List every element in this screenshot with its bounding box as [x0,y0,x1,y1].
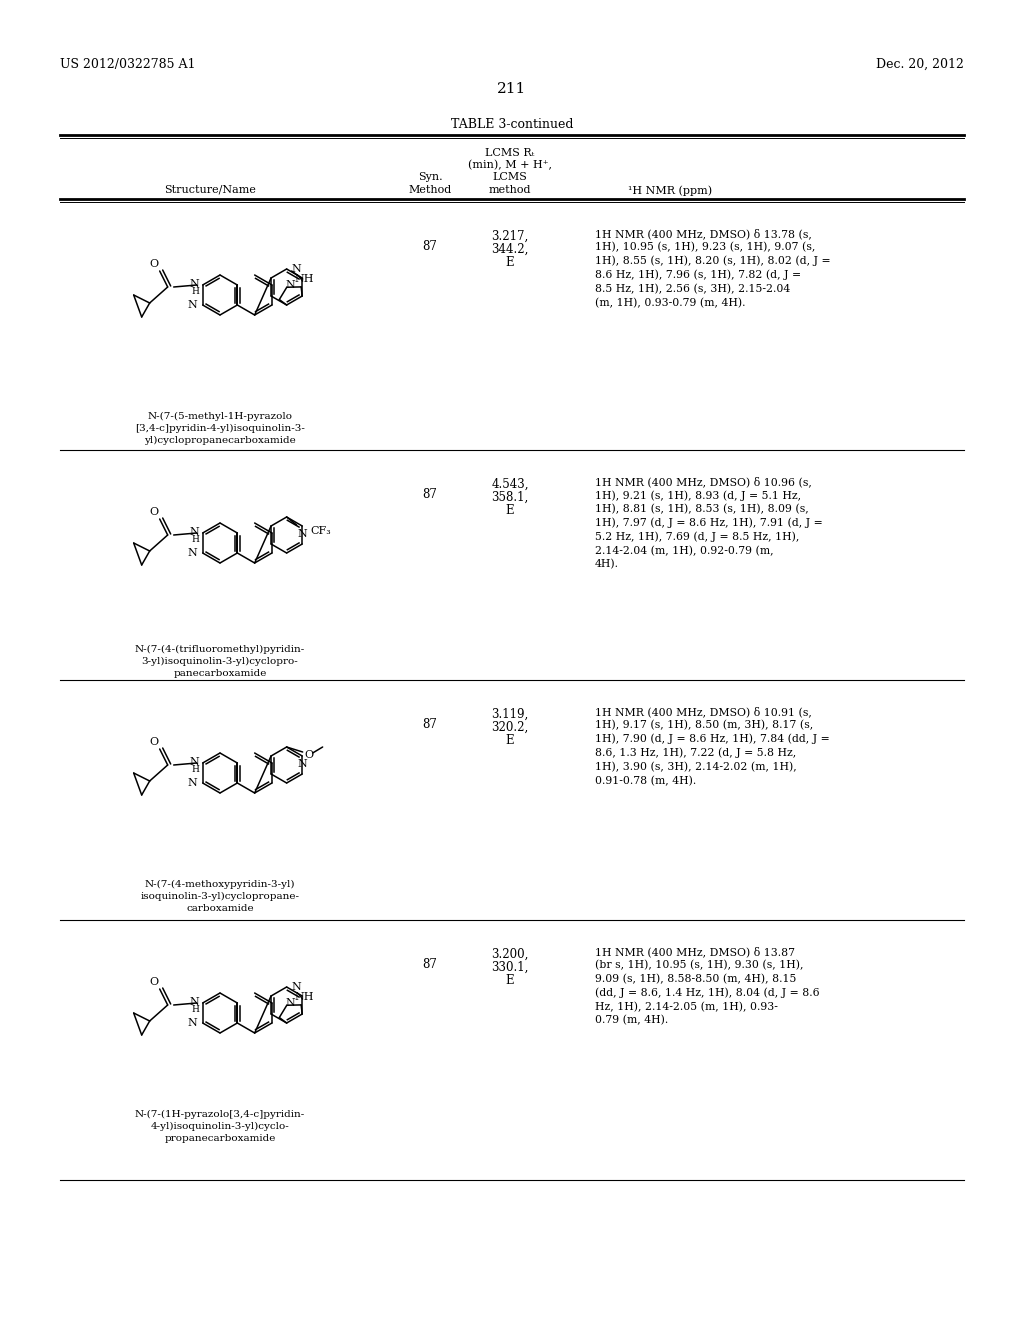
Text: N: N [286,998,295,1008]
Text: (min), M + H⁺,: (min), M + H⁺, [468,160,552,170]
Text: 4.543,: 4.543, [492,478,528,491]
Text: isoquinolin-3-yl)cyclopropane-: isoquinolin-3-yl)cyclopropane- [140,892,299,902]
Text: H: H [191,766,200,775]
Text: H: H [191,288,200,297]
Text: 211: 211 [498,82,526,96]
Text: 3.119,: 3.119, [492,708,528,721]
Text: N: N [188,1018,198,1028]
Text: Method: Method [409,185,452,195]
Text: 1H NMR (400 MHz, DMSO) δ 10.91 (s,
1H), 9.17 (s, 1H), 8.50 (m, 3H), 8.17 (s,
1H): 1H NMR (400 MHz, DMSO) δ 10.91 (s, 1H), … [595,706,829,785]
Text: US 2012/0322785 A1: US 2012/0322785 A1 [60,58,196,71]
Text: 344.2,: 344.2, [492,243,528,256]
Text: Dec. 20, 2012: Dec. 20, 2012 [877,58,964,71]
Text: N: N [292,982,301,993]
Text: 330.1,: 330.1, [492,961,528,974]
Text: CF₃: CF₃ [310,525,332,536]
Text: N: N [286,280,295,290]
Text: 1H NMR (400 MHz, DMSO) δ 10.96 (s,
1H), 9.21 (s, 1H), 8.93 (d, J = 5.1 Hz,
1H), : 1H NMR (400 MHz, DMSO) δ 10.96 (s, 1H), … [595,477,822,570]
Text: 1H NMR (400 MHz, DMSO) δ 13.87
(br s, 1H), 10.95 (s, 1H), 9.30 (s, 1H),
9.09 (s,: 1H NMR (400 MHz, DMSO) δ 13.87 (br s, 1H… [595,946,819,1026]
Text: 87: 87 [423,958,437,972]
Text: E: E [506,504,514,517]
Text: carboxamide: carboxamide [186,904,254,913]
Text: O: O [150,977,159,987]
Text: N: N [188,300,198,310]
Text: NH: NH [295,993,314,1002]
Text: N-(7-(1H-pyrazolo[3,4-c]pyridin-: N-(7-(1H-pyrazolo[3,4-c]pyridin- [135,1110,305,1119]
Text: N-(7-(4-methoxypyridin-3-yl): N-(7-(4-methoxypyridin-3-yl) [144,880,295,890]
Text: E: E [506,256,514,269]
Text: 3.200,: 3.200, [492,948,528,961]
Text: N: N [188,548,198,558]
Text: Structure/Name: Structure/Name [164,185,256,195]
Text: yl)cyclopropanecarboxamide: yl)cyclopropanecarboxamide [144,436,296,445]
Text: N: N [189,279,200,289]
Text: N: N [189,997,200,1007]
Text: 1H NMR (400 MHz, DMSO) δ 13.78 (s,
1H), 10.95 (s, 1H), 9.23 (s, 1H), 9.07 (s,
1H: 1H NMR (400 MHz, DMSO) δ 13.78 (s, 1H), … [595,228,830,308]
Text: propanecarboxamide: propanecarboxamide [164,1134,275,1143]
Text: N: N [292,264,301,275]
Text: LCMS: LCMS [493,172,527,182]
Text: N-(7-(4-(trifluoromethyl)pyridin-: N-(7-(4-(trifluoromethyl)pyridin- [135,645,305,655]
Text: N: N [297,529,307,539]
Text: LCMS Rₜ: LCMS Rₜ [485,148,535,158]
Text: O: O [150,259,159,269]
Text: N-(7-(5-methyl-1H-pyrazolo: N-(7-(5-methyl-1H-pyrazolo [147,412,293,421]
Text: ¹H NMR (ppm): ¹H NMR (ppm) [628,185,712,195]
Text: E: E [506,734,514,747]
Text: H: H [191,1006,200,1015]
Text: 87: 87 [423,488,437,502]
Text: panecarboxamide: panecarboxamide [173,669,266,678]
Text: 3.217,: 3.217, [492,230,528,243]
Text: N: N [189,756,200,767]
Text: E: E [506,974,514,987]
Text: 358.1,: 358.1, [492,491,528,504]
Text: 3-yl)isoquinolin-3-yl)cyclopro-: 3-yl)isoquinolin-3-yl)cyclopro- [141,657,298,667]
Text: O: O [150,507,159,517]
Text: 87: 87 [423,240,437,253]
Text: TABLE 3-continued: TABLE 3-continued [451,117,573,131]
Text: 4-yl)isoquinolin-3-yl)cyclo-: 4-yl)isoquinolin-3-yl)cyclo- [151,1122,290,1131]
Text: O: O [304,750,313,760]
Text: N: N [297,759,307,770]
Text: 87: 87 [423,718,437,731]
Text: O: O [150,737,159,747]
Text: N: N [189,527,200,537]
Text: 320.2,: 320.2, [492,721,528,734]
Text: NH: NH [295,275,314,284]
Text: method: method [488,185,531,195]
Text: [3,4-c]pyridin-4-yl)isoquinolin-3-: [3,4-c]pyridin-4-yl)isoquinolin-3- [135,424,305,433]
Text: Syn.: Syn. [418,172,442,182]
Text: N: N [188,777,198,788]
Text: H: H [191,536,200,544]
